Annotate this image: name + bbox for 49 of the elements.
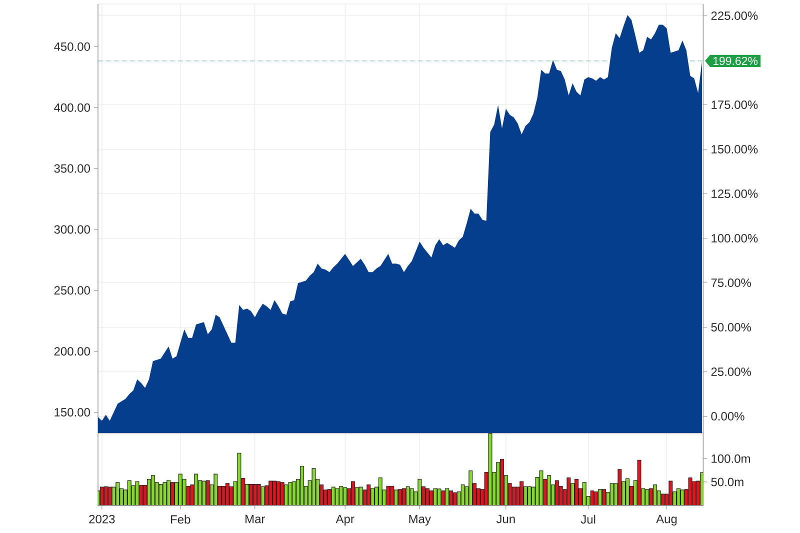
bar <box>139 484 144 506</box>
bar <box>104 486 108 506</box>
x-tick-label: 2023 <box>89 514 115 524</box>
y-tick-label: 450.00 <box>54 42 90 51</box>
y-tick-label: 50.0m <box>711 478 744 486</box>
bar <box>700 472 704 506</box>
y2-tick-label: 50.00% <box>711 323 752 332</box>
x-tick-label: Apr <box>336 514 354 526</box>
y2-tick-label: 100.00% <box>712 234 758 242</box>
x-tick-label: Mar <box>246 514 266 524</box>
bar <box>652 484 657 506</box>
y2-tick-label: 75.00% <box>711 278 752 287</box>
y-tick-label: 300.00 <box>54 225 90 234</box>
bar <box>574 478 579 506</box>
bar <box>276 481 280 506</box>
y-tick-label: 150.00 <box>54 408 90 417</box>
y2-tick-label: 175.00% <box>712 100 758 109</box>
y2-tick-label: 0.00% <box>711 412 744 421</box>
bar <box>649 488 654 506</box>
y-tick-label: 100.0m <box>712 454 750 463</box>
bar <box>147 478 151 506</box>
y2-tick-label: 225.00% <box>711 12 758 20</box>
bar <box>312 468 316 506</box>
x-tick-label: May <box>409 514 431 526</box>
bar <box>527 486 532 506</box>
x-tick-label: Feb <box>171 514 190 524</box>
ref-line-label: 199.62% <box>713 56 758 65</box>
y-tick-label: 350.00 <box>54 164 90 173</box>
bar <box>350 481 355 506</box>
y-tick-label: 400.00 <box>54 103 90 112</box>
bar <box>520 481 524 506</box>
bar <box>406 486 410 506</box>
x-tick-label: Jul <box>580 514 596 524</box>
bar <box>225 483 230 506</box>
y-tick-label: 250.00 <box>54 286 90 295</box>
bar <box>445 488 450 506</box>
y2-tick-label: 125.00% <box>712 190 758 198</box>
y2-tick-label: 25.00% <box>711 368 752 376</box>
bar <box>692 481 696 506</box>
bar <box>566 477 571 506</box>
x-tick-label: Jun <box>496 514 515 524</box>
y2-tick-label: 150.00% <box>712 145 758 154</box>
bar <box>398 489 402 506</box>
x-tick-label: Aug <box>656 514 677 526</box>
y-tick-label: 200.00 <box>54 347 90 356</box>
bar <box>488 433 492 506</box>
bar <box>402 488 406 506</box>
bar <box>618 469 622 506</box>
bar <box>150 475 155 506</box>
